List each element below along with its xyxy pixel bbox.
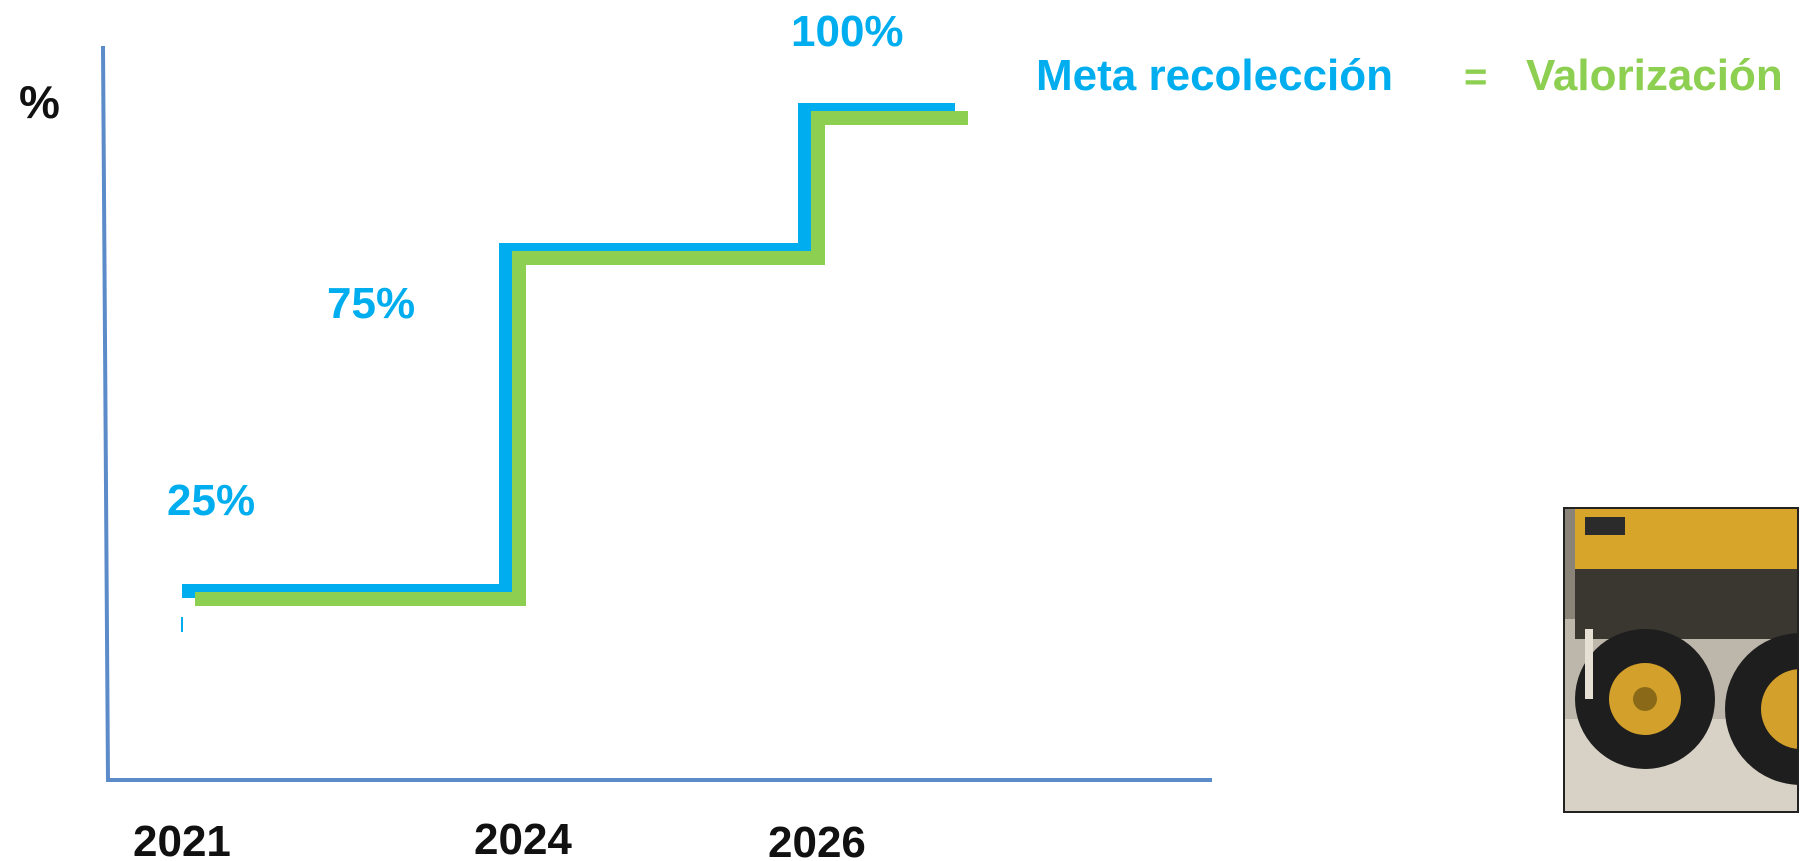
data-label-2021: 25% [167,476,255,525]
y-axis-label: % [19,76,60,128]
x-tick-2024: 2024 [474,815,572,861]
y-axis [101,45,110,783]
mining-truck-photo-icon [1563,507,1799,813]
data-label-2024: 75% [327,279,415,328]
series-valorization-line [195,111,968,606]
x-tick-2021: 2021 [133,817,231,861]
x-tick-2026: 2026 [768,818,866,861]
series-layer [182,103,968,606]
data-label-2026: 100% [791,7,904,56]
legend-valorization: Valorización [1526,51,1783,100]
legend-collection: Meta recolección [1036,51,1393,100]
legend-equals: = [1464,55,1487,99]
series-collection-line [182,103,955,598]
